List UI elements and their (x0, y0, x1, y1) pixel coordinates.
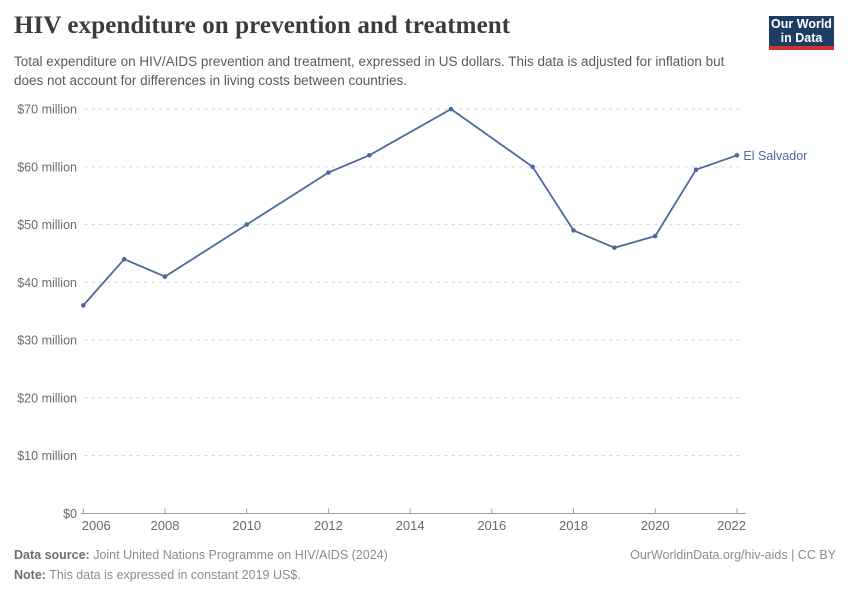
data-point[interactable] (693, 167, 699, 172)
data-point[interactable] (612, 245, 617, 250)
y-tick-label: $70 million (17, 103, 77, 117)
data-point[interactable] (162, 274, 168, 279)
y-tick-label: $10 million (17, 449, 77, 463)
x-tick-label: 2006 (82, 518, 111, 533)
x-tick-label: 2010 (232, 518, 261, 533)
x-tick-label: 2014 (396, 518, 425, 533)
data-line-el-salvador[interactable] (82, 108, 738, 307)
data-point[interactable] (448, 106, 454, 112)
owid-logo[interactable]: Our World in Data (769, 16, 834, 46)
x-tick-label: 2012 (314, 518, 343, 533)
data-point[interactable] (652, 233, 658, 239)
owid-logo-line1: Our World (771, 17, 832, 31)
data-point[interactable] (244, 222, 249, 227)
y-tick-label: $0 (63, 507, 77, 521)
note-label: Note: (14, 568, 46, 582)
data-point[interactable] (734, 153, 740, 158)
x-tick-label: 2022 (717, 518, 746, 533)
data-point[interactable] (326, 170, 331, 175)
owid-logo-line2: in Data (780, 31, 823, 45)
data-point[interactable] (367, 153, 372, 158)
note-text: This data is expressed in constant 2019 … (45, 568, 301, 582)
x-tick-label: 2018 (559, 518, 588, 533)
y-tick-label: $60 million (17, 160, 77, 174)
data-source-text: Joint United Nations Programme on HIV/AI… (89, 548, 388, 562)
y-tick-label: $30 million (17, 334, 77, 348)
x-tick-label: 2020 (641, 518, 670, 533)
data-point[interactable] (81, 303, 86, 308)
series-end-label: El Salvador (743, 149, 807, 163)
page-title: HIV expenditure on prevention and treatm… (14, 12, 511, 39)
data-source-label: Data source: (14, 548, 90, 562)
data-source-line: Data source: Joint United Nations Progra… (14, 545, 388, 565)
data-point[interactable] (121, 256, 127, 262)
data-point[interactable] (530, 164, 535, 170)
owid-logo-accent-bar (769, 46, 834, 50)
owid-url-link[interactable]: OurWorldinData.org/hiv-aids | CC BY (630, 548, 836, 562)
y-tick-label: $40 million (17, 276, 77, 290)
y-tick-label: $50 million (17, 218, 77, 232)
data-point[interactable] (571, 228, 576, 233)
chart-footer: Data source: Joint United Nations Progra… (14, 545, 836, 585)
x-tick-label: 2008 (151, 518, 180, 533)
x-tick-label: 2016 (477, 518, 506, 533)
y-tick-label: $20 million (17, 391, 77, 405)
chart-subtitle: Total expenditure on HIV/AIDS prevention… (14, 54, 725, 88)
